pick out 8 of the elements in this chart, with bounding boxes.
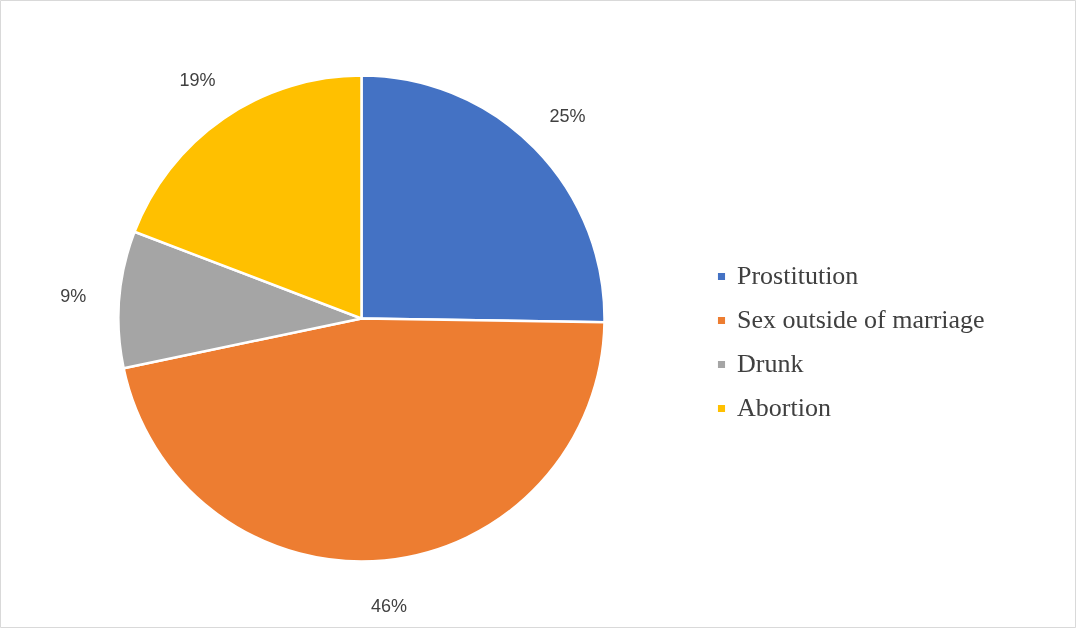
legend-label: Sex outside of marriage [737, 305, 985, 335]
data-label: 9% [60, 285, 87, 306]
legend-label: Drunk [737, 349, 804, 379]
legend-label: Abortion [737, 393, 831, 423]
data-label: 25% [549, 105, 586, 126]
data-label: 19% [179, 70, 216, 91]
data-label: 46% [370, 596, 408, 617]
legend-label: Prostitution [737, 261, 859, 291]
